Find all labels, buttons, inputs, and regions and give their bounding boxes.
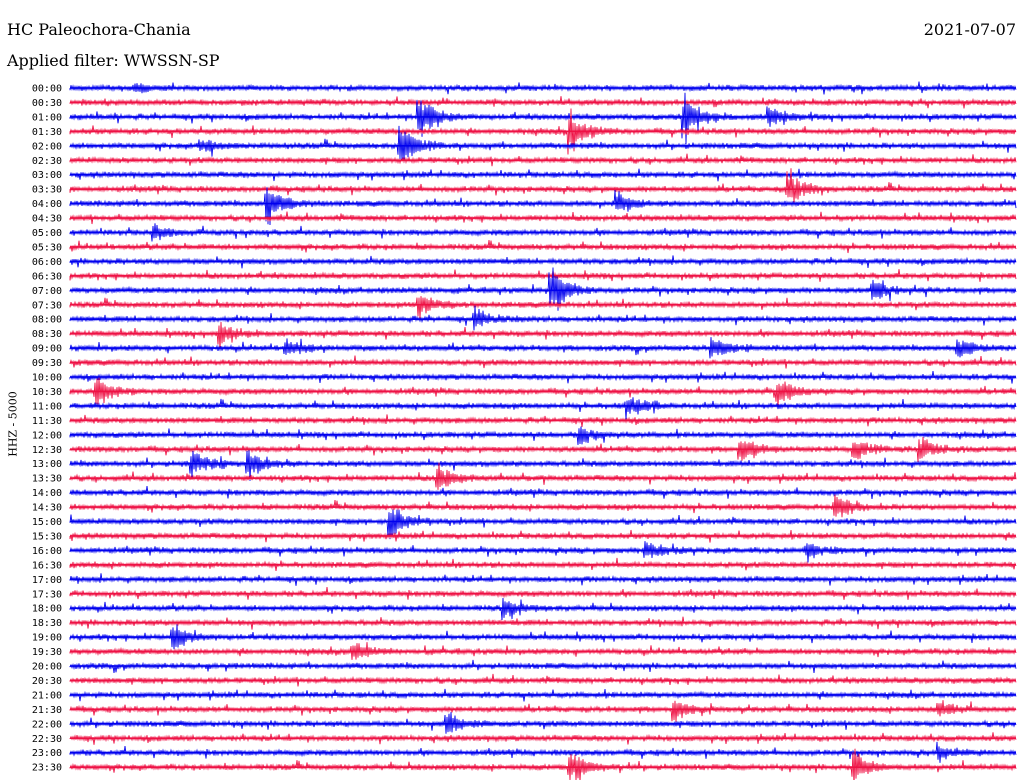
- row-time-label: 04:00: [32, 199, 62, 210]
- row-time-label: 12:30: [32, 445, 62, 456]
- row-time-label: 00:00: [32, 84, 62, 95]
- row-time-label: 13:00: [32, 459, 62, 470]
- row-time-label: 23:00: [32, 748, 62, 759]
- record-date: 2021-07-07: [923, 20, 1016, 39]
- trace-line: [69, 700, 1017, 722]
- row-time-label: 10:00: [32, 373, 62, 384]
- row-time-label: 07:00: [32, 286, 62, 297]
- row-time-label: 05:00: [32, 228, 62, 239]
- row-time-label: 11:00: [32, 401, 62, 412]
- row-time-label: 14:30: [32, 503, 62, 514]
- row-time-label: 12:00: [32, 430, 62, 441]
- row-time-label: 01:30: [32, 127, 62, 138]
- row-time-label: 02:30: [32, 156, 62, 167]
- row-time-label: 17:30: [32, 589, 62, 600]
- row-time-label: 17:00: [32, 575, 62, 586]
- row-time-label: 16:00: [32, 546, 62, 557]
- row-time-label: 05:30: [32, 242, 62, 253]
- row-time-label: 22:30: [32, 734, 62, 745]
- row-time-label: 23:30: [32, 763, 62, 774]
- trace-line: [69, 426, 1017, 445]
- trace-line: [69, 541, 1017, 563]
- filter-label: Applied filter: WWSSN-SP: [7, 51, 220, 70]
- station-title: HC Paleochora-Chania: [7, 20, 191, 39]
- row-time-label: 15:00: [32, 517, 62, 528]
- row-time-label: 21:00: [32, 690, 62, 701]
- trace-line: [69, 296, 1017, 319]
- trace-rows: 00:00 00:30 01:00 01:30 02:00 02:30 03:00 03:30…: [32, 81, 1017, 780]
- row-time-label: 03:30: [32, 185, 62, 196]
- row-time-label: 21:30: [32, 705, 62, 716]
- row-time-label: 09:30: [32, 358, 62, 369]
- trace-line: [69, 397, 1017, 420]
- row-time-label: 15:30: [32, 531, 62, 542]
- row-time-label: 16:30: [32, 560, 62, 571]
- row-time-label: 02:00: [32, 141, 62, 152]
- trace-line: [69, 673, 1017, 687]
- row-time-label: 14:00: [32, 488, 62, 499]
- row-time-label: 08:30: [32, 329, 62, 340]
- row-time-label: 03:00: [32, 170, 62, 181]
- row-time-label: 06:00: [32, 257, 62, 268]
- row-time-label: 09:00: [32, 344, 62, 355]
- row-time-label: 08:00: [32, 315, 62, 326]
- row-time-label: 04:30: [32, 214, 62, 225]
- trace-line: [69, 712, 1017, 734]
- row-time-label: 18:30: [32, 618, 62, 629]
- row-time-label: 19:00: [32, 633, 62, 644]
- row-time-label: 06:30: [32, 271, 62, 282]
- trace-line: [69, 377, 1017, 408]
- row-time-label: 20:00: [32, 662, 62, 673]
- row-time-label: 20:30: [32, 676, 62, 687]
- row-time-label: 19:30: [32, 647, 62, 658]
- row-time-label: 11:30: [32, 416, 62, 427]
- trace-line: [69, 494, 1017, 518]
- row-time-label: 13:30: [32, 474, 62, 485]
- trace-line: [69, 305, 1017, 331]
- row-time-label: 07:30: [32, 300, 62, 311]
- row-time-label: 22:00: [32, 719, 62, 730]
- row-time-label: 10:30: [32, 387, 62, 398]
- row-time-label: 01:00: [32, 112, 62, 123]
- row-time-label: 00:30: [32, 98, 62, 109]
- row-time-label: 18:00: [32, 604, 62, 615]
